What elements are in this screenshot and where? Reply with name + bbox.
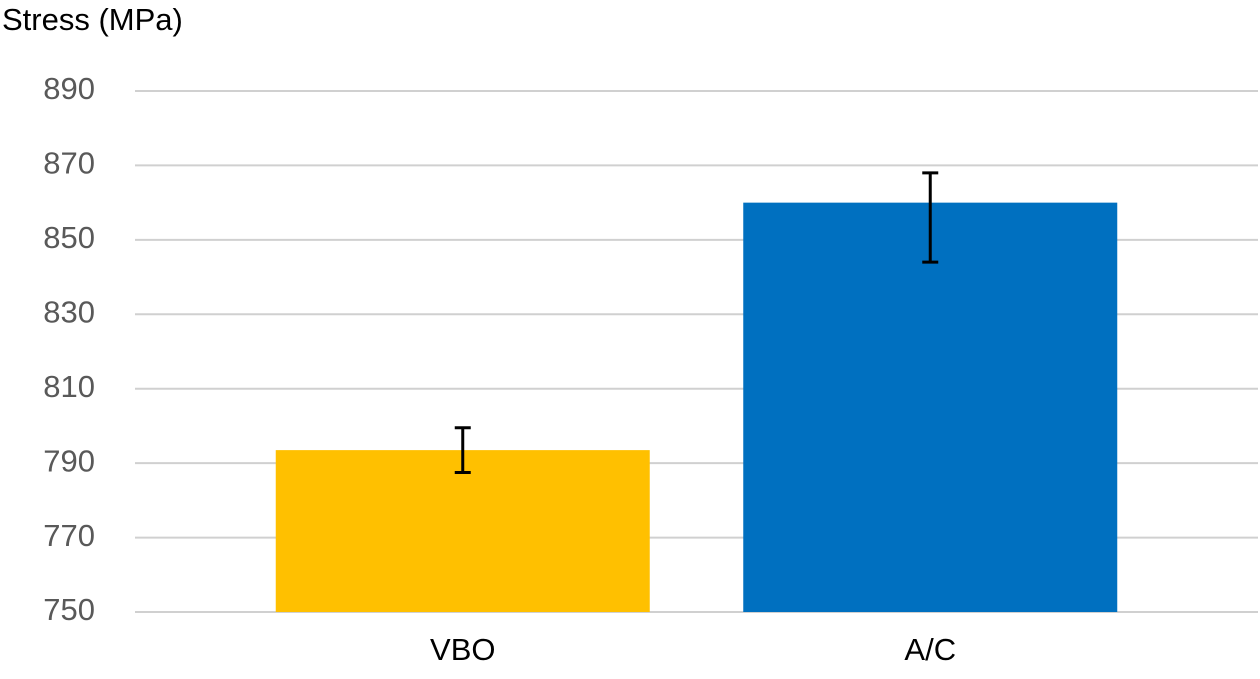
bar — [743, 202, 1118, 612]
y-tick-label: 870 — [43, 146, 95, 181]
y-tick-label: 750 — [43, 592, 95, 627]
x-tick-label: VBO — [430, 632, 495, 667]
error-bar — [454, 426, 471, 474]
y-tick-label: 830 — [43, 294, 95, 329]
bar — [275, 450, 650, 612]
x-tick-label: A/C — [904, 632, 956, 667]
error-bar — [922, 171, 939, 264]
y-tick-label: 850 — [43, 220, 95, 255]
y-tick-label: 790 — [43, 443, 95, 478]
y-tick-label: 770 — [43, 518, 95, 553]
y-axis-label: Stress (MPa) — [2, 2, 183, 37]
y-tick-label: 810 — [43, 369, 95, 404]
y-tick-label: 890 — [43, 71, 95, 106]
